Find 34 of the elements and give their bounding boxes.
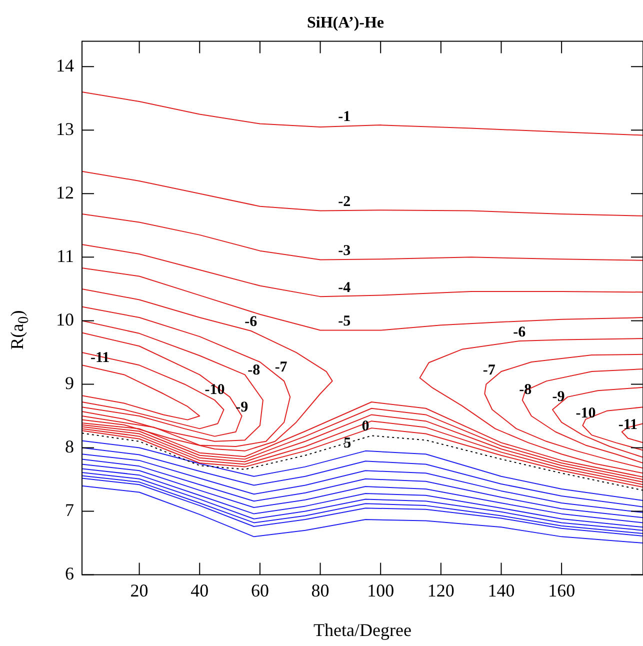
annotation: -8 (248, 362, 260, 379)
y-tick-label: 14 (56, 55, 74, 76)
annotation: -9 (236, 399, 248, 416)
annotation: -6 (244, 314, 258, 330)
annotation: -10 (576, 406, 596, 422)
annotation: -9 (552, 389, 565, 406)
x-axis-title: Theta/Degree (314, 620, 412, 640)
annotation: -10 (204, 382, 225, 398)
x-tick-label: 100 (367, 580, 394, 600)
y-tick-label: 7 (65, 500, 74, 520)
y-tick-label: 9 (65, 372, 74, 393)
y-tick-label: 8 (65, 436, 74, 456)
annotation: -6 (513, 324, 526, 340)
y-tick-label: 11 (56, 246, 74, 266)
y-tick-label: 6 (65, 564, 74, 584)
x-tick-label: 160 (548, 580, 576, 600)
annotation: -4 (338, 280, 352, 296)
y-tick-label: 13 (56, 118, 74, 139)
annotation: -2 (338, 194, 351, 210)
y-tick-label: 10 (56, 309, 74, 330)
annotation: -5 (338, 314, 351, 330)
annotation: 5 (344, 436, 352, 452)
x-tick-label: 120 (427, 580, 454, 600)
x-tick-label: 140 (488, 580, 515, 600)
annotation: -7 (482, 362, 496, 379)
x-tick-label: 20 (130, 580, 148, 600)
annotation: -1 (338, 109, 351, 126)
chart-title: SiH(A’)-He (306, 14, 384, 32)
annotation: -3 (338, 243, 351, 260)
x-tick-label: 80 (311, 580, 330, 600)
x-tick-label: 60 (250, 580, 269, 600)
x-tick-label: 40 (190, 580, 209, 600)
annotation: -7 (274, 359, 288, 376)
y-tick-label: 12 (56, 182, 74, 202)
